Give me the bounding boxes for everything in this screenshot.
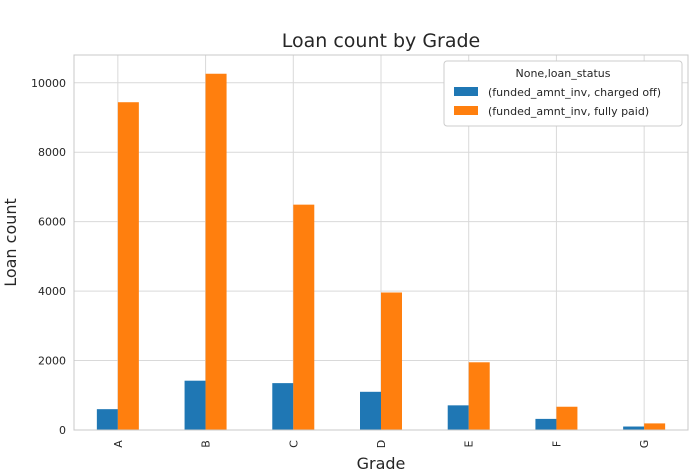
y-axis-label: Loan count <box>1 198 20 287</box>
bar <box>360 391 381 430</box>
x-tick-label: E <box>463 440 476 447</box>
y-tick-label: 6000 <box>38 216 66 229</box>
bar <box>293 204 315 430</box>
legend-items: (funded_amnt_inv, charged off) (funded_am… <box>454 86 661 118</box>
plot-frame <box>73 54 689 431</box>
bar <box>272 383 294 430</box>
legend-entry: (funded_amnt_inv, fully paid) <box>488 105 649 118</box>
bar <box>184 380 206 430</box>
bar <box>623 426 645 430</box>
legend-entry: (funded_amnt_inv, charged off) <box>488 86 661 99</box>
bar <box>447 405 469 430</box>
bars-layer <box>96 73 666 430</box>
bar <box>381 292 402 430</box>
bar <box>535 418 557 430</box>
x-tick-label: G <box>638 440 651 449</box>
y-tick-label: 8000 <box>38 146 66 159</box>
x-tick-label: A <box>112 440 125 448</box>
x-axis-label: Grade <box>357 454 406 473</box>
legend-swatch <box>454 87 478 96</box>
ticks-layer: 0 2000 4000 6000 8000 10000 A B C D E F G <box>31 77 651 448</box>
y-tick-label: 2000 <box>38 355 66 368</box>
bar <box>468 362 490 430</box>
y-tick-label: 10000 <box>31 77 66 90</box>
chart-title: Loan count by Grade <box>282 30 481 52</box>
bar <box>96 409 118 430</box>
legend-box <box>443 60 683 127</box>
bar <box>556 406 578 430</box>
y-tick-label: 4000 <box>38 285 66 298</box>
legend-swatch <box>454 106 478 115</box>
bar <box>205 73 227 430</box>
legend: None,loan_status (funded_amnt_inv, charg… <box>443 60 683 127</box>
x-tick-label: B <box>200 440 213 448</box>
y-tick-label: 0 <box>59 424 66 437</box>
legend-title: None,loan_status <box>516 67 611 80</box>
x-tick-label: C <box>287 440 300 448</box>
bar <box>117 102 139 430</box>
x-tick-label: F <box>550 441 563 447</box>
x-tick-label: D <box>375 440 388 448</box>
bar <box>644 423 666 430</box>
